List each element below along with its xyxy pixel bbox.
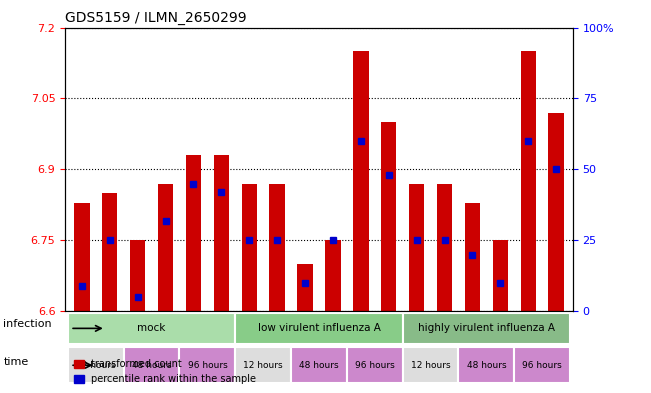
- FancyBboxPatch shape: [180, 347, 235, 383]
- Bar: [242, 184, 257, 311]
- FancyBboxPatch shape: [124, 347, 180, 383]
- Text: infection: infection: [3, 319, 52, 329]
- Bar: [270, 184, 284, 311]
- Bar: [326, 241, 340, 311]
- Legend: transformed count, percentile rank within the sample: transformed count, percentile rank withi…: [70, 356, 260, 388]
- Text: mock: mock: [137, 323, 166, 333]
- Text: 12 hours: 12 hours: [243, 361, 283, 370]
- FancyBboxPatch shape: [235, 347, 291, 383]
- Text: 48 hours: 48 hours: [299, 361, 339, 370]
- Text: 96 hours: 96 hours: [522, 361, 562, 370]
- Bar: [437, 184, 452, 311]
- FancyBboxPatch shape: [68, 313, 235, 344]
- Bar: [493, 241, 508, 311]
- Bar: [74, 202, 90, 311]
- FancyBboxPatch shape: [403, 313, 570, 344]
- Text: 96 hours: 96 hours: [355, 361, 395, 370]
- Text: low virulent influenza A: low virulent influenza A: [258, 323, 380, 333]
- Text: 96 hours: 96 hours: [187, 361, 227, 370]
- FancyBboxPatch shape: [291, 347, 347, 383]
- Text: 12 hours: 12 hours: [411, 361, 450, 370]
- Text: highly virulent influenza A: highly virulent influenza A: [418, 323, 555, 333]
- Text: time: time: [3, 356, 29, 367]
- Bar: [158, 184, 173, 311]
- FancyBboxPatch shape: [514, 347, 570, 383]
- Bar: [130, 241, 145, 311]
- Bar: [298, 264, 312, 311]
- Bar: [102, 193, 117, 311]
- FancyBboxPatch shape: [403, 347, 458, 383]
- Bar: [353, 51, 368, 311]
- Bar: [521, 51, 536, 311]
- Bar: [409, 184, 424, 311]
- Bar: [381, 122, 396, 311]
- FancyBboxPatch shape: [347, 347, 403, 383]
- Bar: [465, 202, 480, 311]
- Bar: [186, 155, 201, 311]
- Text: 48 hours: 48 hours: [467, 361, 506, 370]
- Text: 12 hours: 12 hours: [76, 361, 116, 370]
- Bar: [214, 155, 229, 311]
- FancyBboxPatch shape: [68, 347, 124, 383]
- Text: 48 hours: 48 hours: [132, 361, 171, 370]
- FancyBboxPatch shape: [458, 347, 514, 383]
- FancyBboxPatch shape: [235, 313, 403, 344]
- Text: GDS5159 / ILMN_2650299: GDS5159 / ILMN_2650299: [65, 11, 247, 25]
- Bar: [548, 113, 564, 311]
